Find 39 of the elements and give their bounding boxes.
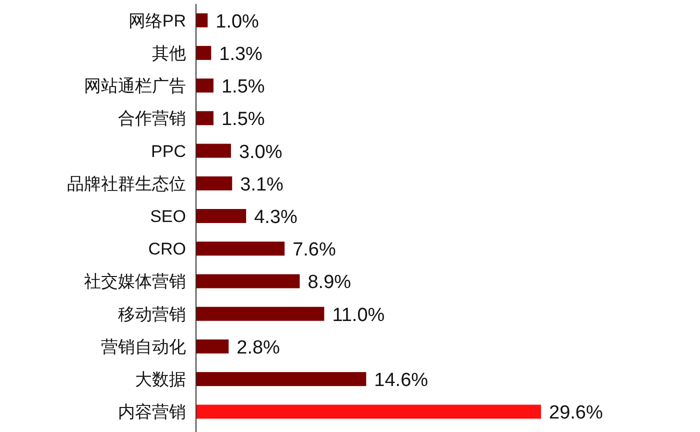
y-tick-label: PPC (151, 142, 186, 161)
y-tick-label: 大数据 (135, 370, 186, 390)
bar (196, 13, 208, 28)
y-tick-label: 社交媒体营销 (84, 272, 186, 292)
bar (196, 274, 300, 288)
bar (196, 46, 212, 60)
data-label: 8.9% (308, 272, 352, 294)
data-label: 3.1% (240, 174, 284, 196)
data-label: 14.6% (374, 370, 428, 392)
y-tick-label: 网络PR (128, 11, 186, 30)
data-label: 11.0% (332, 304, 385, 326)
bar (196, 306, 324, 321)
bar (196, 209, 246, 223)
bar (196, 111, 214, 126)
y-tick-label: CRO (148, 240, 186, 259)
y-tick-label: 移动营销 (118, 304, 186, 324)
bar (196, 176, 232, 190)
bar (196, 144, 231, 158)
y-tick-label: SEO (150, 207, 186, 226)
data-label: 3.0% (238, 142, 282, 163)
bar (196, 404, 541, 419)
data-label: 7.6% (292, 240, 336, 261)
data-label: 29.6% (549, 402, 603, 424)
bar (196, 78, 214, 93)
bar (196, 339, 229, 354)
y-tick-label: 网站通栏广告 (84, 76, 186, 96)
data-label: 1.5% (221, 76, 265, 98)
data-label: 4.3% (254, 207, 298, 228)
data-label: 1.0% (216, 11, 260, 32)
bar (196, 372, 366, 386)
y-tick-label: 其他 (152, 44, 186, 63)
y-tick-label: 品牌社群生态位 (67, 174, 186, 194)
data-label: 1.3% (219, 44, 263, 65)
bar (196, 242, 285, 256)
y-tick-label: 营销自动化 (101, 337, 186, 356)
y-tick-label: 内容营销 (118, 402, 186, 422)
data-label: 2.8% (236, 337, 280, 358)
data-label: 1.5% (221, 109, 265, 130)
y-tick-label: 合作营销 (118, 109, 186, 128)
